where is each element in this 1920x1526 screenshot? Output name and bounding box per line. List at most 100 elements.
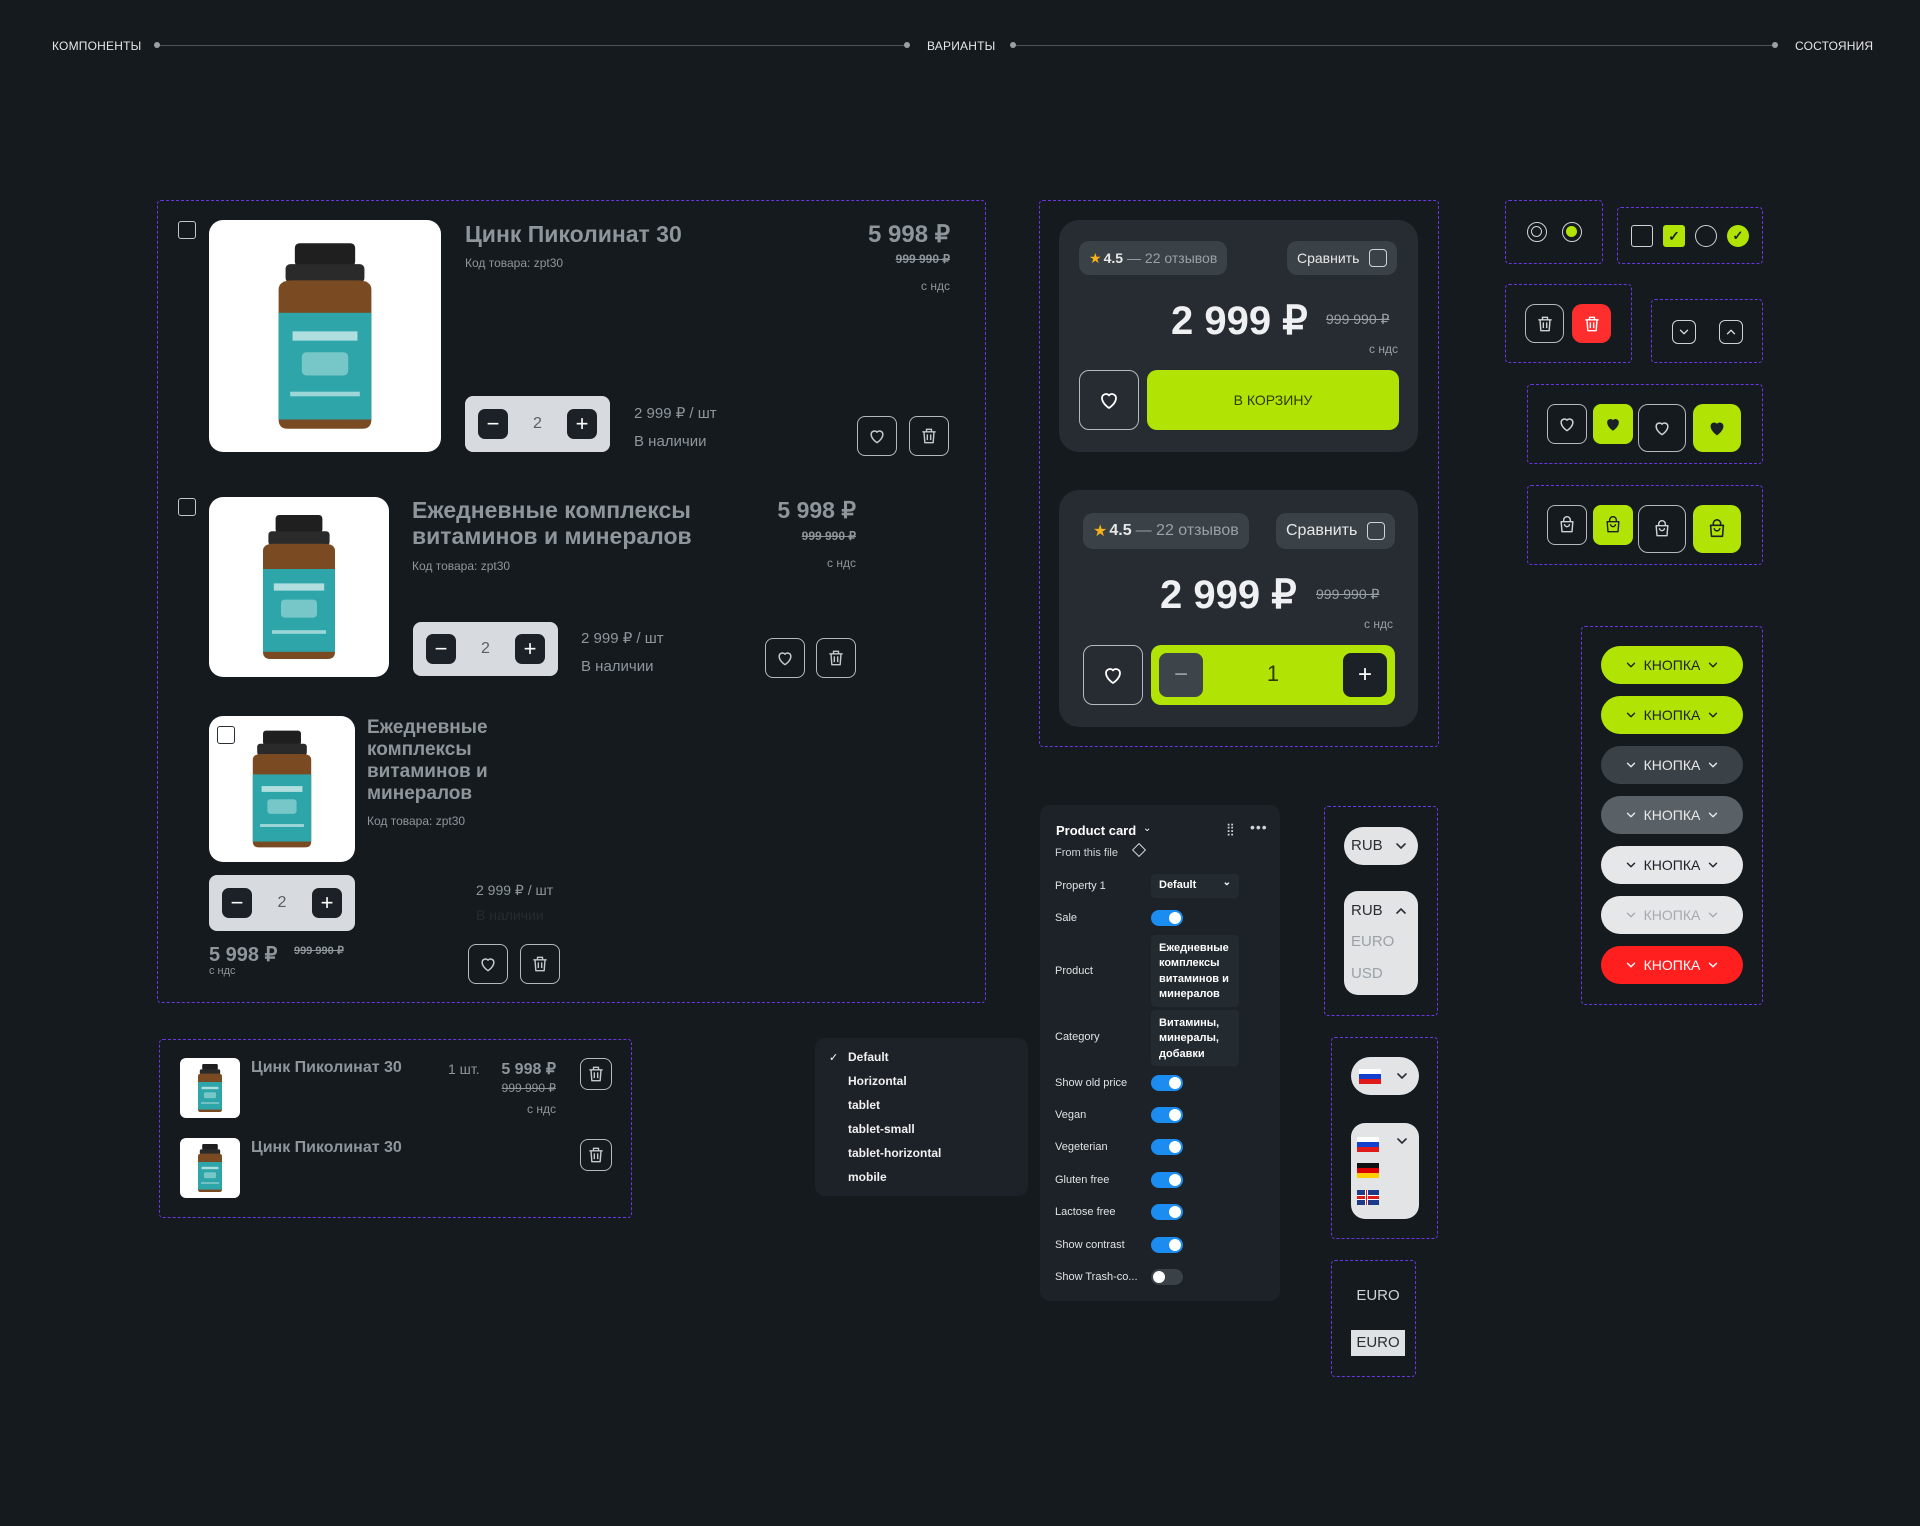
minus-button[interactable]: − [222,888,252,918]
delete-button-active[interactable] [1572,304,1611,343]
show-old-price-toggle[interactable] [1151,1075,1183,1091]
favorite-button-active[interactable] [1693,404,1741,452]
select-checkbox[interactable] [178,221,196,239]
round-checkbox-checked[interactable]: ✓ [1727,225,1749,247]
product-image[interactable] [209,220,441,452]
compare-toggle[interactable]: Сравнить [1287,241,1398,275]
currency-label[interactable]: EURO [1356,1287,1400,1304]
cart-button[interactable] [1547,505,1587,545]
property1-select[interactable]: Default ⌄ [1151,874,1239,898]
quantity-stepper[interactable]: − 2 + [413,622,558,676]
favorite-button[interactable] [1638,404,1686,452]
favorite-button[interactable] [1079,370,1139,430]
quantity-value: 2 [277,894,287,911]
sale-toggle[interactable] [1151,910,1183,926]
delete-button[interactable] [1525,304,1564,343]
dropdown-button-dark-hover[interactable]: КНОПКА [1601,796,1743,834]
product-title[interactable]: Ежедневные комплексы витаминов и минерал… [367,717,488,804]
product-image[interactable] [180,1058,240,1118]
dropdown-button-default[interactable]: КНОПКА [1601,646,1743,684]
menu-item-tablet[interactable]: tablet [848,1098,881,1112]
product-title[interactable]: Цинк Пиколинат 30 [251,1059,402,1076]
select-checkbox[interactable] [217,726,235,744]
rating-badge[interactable]: ★ 4.5— 22 отзывов [1083,513,1249,549]
checkbox-unchecked[interactable] [1631,225,1653,247]
currency-select[interactable]: RUB [1344,827,1418,865]
dropdown-button-light[interactable]: КНОПКА [1601,846,1743,884]
menu-item-tablet-horizontal[interactable]: tablet-horizontal [848,1146,942,1160]
menu-item-horizontal[interactable]: Horizontal [848,1074,907,1088]
flag-uk-icon[interactable] [1357,1190,1379,1205]
product-title[interactable]: Цинк Пиколинат 30 [465,221,682,247]
cart-button-active[interactable] [1593,505,1633,545]
compare-toggle[interactable]: Сравнить [1276,513,1396,549]
gluten-free-toggle[interactable] [1151,1172,1183,1188]
dropdown-button-dark[interactable]: КНОПКА [1601,746,1743,784]
quantity-stepper[interactable]: − 2 + [209,875,355,931]
plus-button[interactable]: + [312,888,342,918]
product-title[interactable]: Цинк Пиколинат 30 [251,1139,402,1156]
dropdown-button-disabled[interactable]: КНОПКА [1601,896,1743,934]
minus-button[interactable]: − [478,409,508,439]
quantity-stepper[interactable]: − 1 + [1151,645,1395,705]
favorite-button[interactable] [1083,645,1143,705]
compare-checkbox[interactable] [1367,522,1386,540]
grid-icon[interactable]: ⣿ [1226,822,1235,836]
favorite-button[interactable] [857,416,897,456]
plus-button[interactable]: + [567,409,597,439]
currency-label-frame [1331,1260,1416,1377]
checkbox-checked[interactable]: ✓ [1663,225,1685,247]
favorite-button[interactable] [1547,404,1587,444]
currency-label-selected[interactable]: EURO [1351,1330,1405,1356]
product-title[interactable]: Ежедневные комплексы витаминов и минерал… [412,497,692,550]
collapse-button[interactable] [1719,320,1743,344]
delete-button[interactable] [580,1058,612,1090]
minus-button[interactable]: − [1159,653,1203,697]
menu-item-mobile[interactable]: mobile [848,1170,887,1184]
language-select[interactable] [1351,1057,1419,1095]
favorite-button[interactable] [468,944,508,984]
lactose-free-toggle[interactable] [1151,1204,1183,1220]
expand-button[interactable] [1672,320,1696,344]
category-field[interactable]: Витамины, минералы, добавки [1151,1010,1239,1066]
favorite-button-active[interactable] [1593,404,1633,444]
language-dropdown[interactable] [1351,1123,1419,1219]
plus-button[interactable]: + [1343,653,1387,697]
flag-de-icon[interactable] [1357,1163,1379,1178]
show-contrast-toggle[interactable] [1151,1237,1183,1253]
delete-button[interactable] [580,1139,612,1171]
cart-button[interactable] [1638,505,1686,553]
more-icon[interactable]: ••• [1250,819,1268,835]
product-image[interactable] [180,1138,240,1198]
favorite-button[interactable] [765,638,805,678]
panel-title[interactable]: Product card [1056,823,1137,838]
vegan-toggle[interactable] [1151,1107,1183,1123]
product-field[interactable]: Ежедневные комплексы витаминов и минерал… [1151,935,1239,1007]
radio-unchecked[interactable] [1527,222,1547,242]
delete-button[interactable] [909,416,949,456]
vegeterian-toggle[interactable] [1151,1139,1183,1155]
currency-dropdown[interactable]: RUB EURO USD [1344,891,1418,995]
currency-option-usd[interactable]: USD [1351,965,1383,982]
cart-button-active[interactable] [1693,505,1741,553]
show-trash-toggle[interactable] [1151,1269,1183,1285]
dropdown-button-danger[interactable]: КНОПКА [1601,946,1743,984]
flag-ru-icon[interactable] [1357,1137,1379,1152]
dropdown-button-hover[interactable]: КНОПКА [1601,696,1743,734]
minus-button[interactable]: − [426,634,456,664]
add-to-cart-button[interactable]: В КОРЗИНУ [1147,370,1399,430]
quantity-stepper[interactable]: − 2 + [465,396,610,452]
round-checkbox-unchecked[interactable] [1695,225,1717,247]
menu-item-default[interactable]: Default [848,1050,889,1064]
compare-checkbox[interactable] [1369,249,1388,267]
delete-button[interactable] [816,638,856,678]
menu-item-tablet-small[interactable]: tablet-small [848,1122,915,1136]
radio-checked[interactable] [1562,222,1582,242]
product-image[interactable] [209,497,389,677]
plus-button[interactable]: + [515,634,545,664]
currency-option-rub[interactable]: RUB [1351,902,1383,919]
select-checkbox[interactable] [178,498,196,516]
delete-button[interactable] [520,944,560,984]
rating-badge[interactable]: ★ 4.5— 22 отзывов [1079,241,1228,275]
currency-option-euro[interactable]: EURO [1351,933,1395,950]
